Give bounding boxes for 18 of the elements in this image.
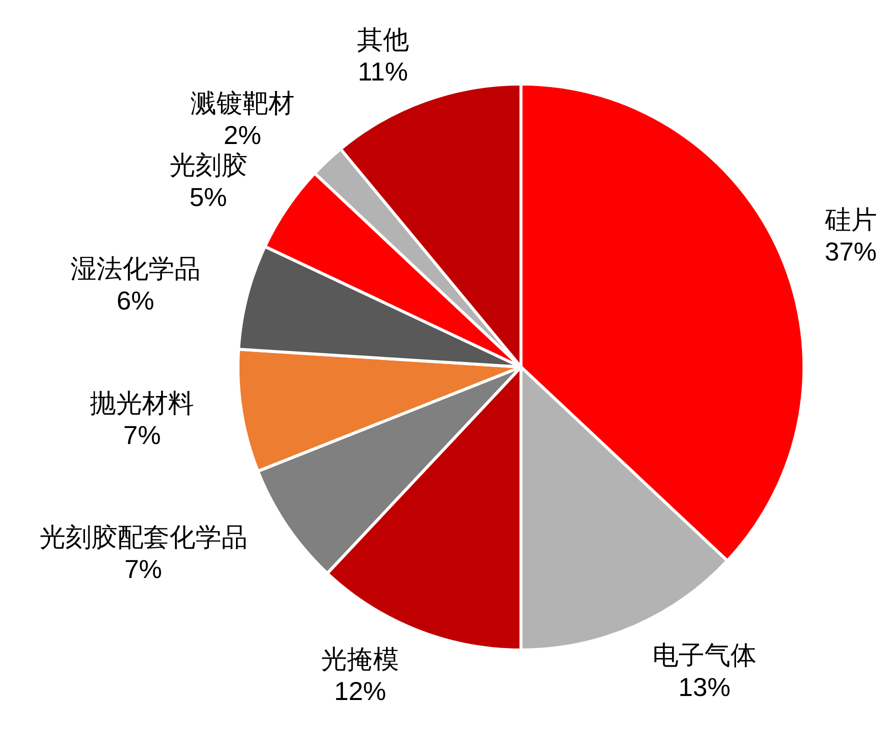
data-label: 12%: [334, 676, 386, 706]
slice-label: 光刻胶: [169, 150, 248, 180]
slice-label: 溅镀靶材: [190, 88, 294, 118]
data-label: 37%: [824, 236, 877, 267]
slice-label: 光掩模: [321, 644, 400, 674]
slice-label: 光刻胶配套化学品: [39, 522, 248, 552]
data-label: 2%: [224, 120, 262, 150]
data-label: 5%: [189, 182, 228, 212]
data-label: 6%: [116, 286, 154, 316]
slice-label: 湿法化学品: [70, 254, 200, 284]
slice-label: 其他: [356, 24, 409, 55]
slice-label: 电子气体: [652, 640, 756, 670]
data-label: 13%: [678, 672, 730, 702]
data-label: 11%: [358, 56, 408, 87]
slice-label: 硅片: [824, 204, 877, 235]
data-label: 7%: [124, 554, 162, 584]
slice-label: 抛光材料: [90, 388, 194, 418]
data-label: 7%: [123, 420, 161, 450]
